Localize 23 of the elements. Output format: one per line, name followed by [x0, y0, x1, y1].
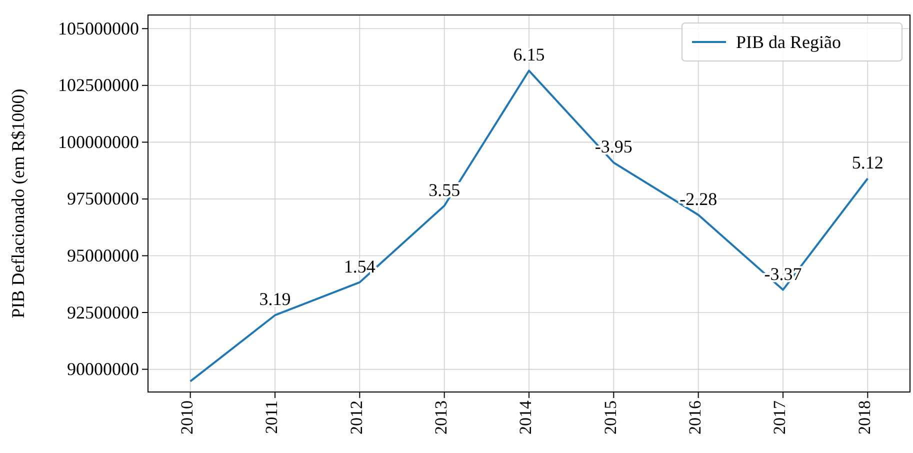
y-tick-label: 90000000 — [67, 359, 139, 380]
y-tick-label: 92500000 — [67, 302, 139, 322]
x-tick-label: 2010 — [178, 400, 197, 434]
y-tick-label: 105000000 — [58, 18, 139, 38]
y-tick-label: 97500000 — [67, 188, 139, 209]
x-tick-label: 2015 — [600, 400, 620, 434]
annotation: 1.54 — [344, 256, 376, 276]
annotation: -2.28 — [680, 188, 718, 209]
x-tick-label: 2011 — [262, 400, 282, 434]
x-tick-label: 2016 — [686, 400, 705, 434]
x-tick-label: 2012 — [346, 400, 366, 434]
y-axis-title: PIB Deflacionado (em R$1000) — [8, 88, 28, 318]
x-tick-label: 2014 — [516, 400, 536, 434]
x-tick-label: 2017 — [770, 400, 790, 434]
y-tick-label: 102500000 — [58, 75, 139, 96]
annotation: 3.19 — [259, 289, 291, 310]
x-tick-label: 2018 — [854, 400, 874, 434]
y-tick-label: 95000000 — [67, 245, 139, 266]
annotation: 5.12 — [852, 152, 884, 173]
legend-label: PIB da Região — [736, 32, 841, 52]
x-tick-label: 2013 — [432, 400, 451, 434]
y-tick-label: 100000000 — [58, 132, 139, 152]
annotation: 6.15 — [513, 44, 545, 65]
